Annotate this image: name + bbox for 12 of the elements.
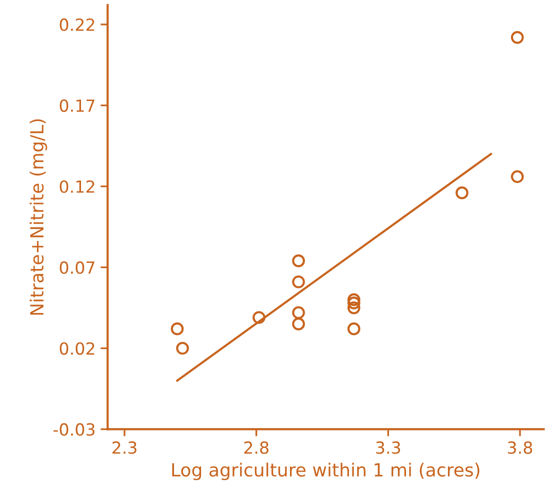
y-tick-label: 0.12 bbox=[60, 180, 94, 193]
y-axis-title: Nitrate+Nitrite (mg/L) bbox=[30, 119, 48, 315]
y-tick-label: 0.22 bbox=[60, 18, 94, 32]
x-axis-title: Log agriculture within 1 mi (acres) bbox=[172, 462, 480, 480]
y-tick-label: 0.02 bbox=[60, 342, 94, 355]
x-tick-label: 2.3 bbox=[112, 441, 136, 454]
y-tick-label: -0.03 bbox=[54, 423, 94, 436]
x-tick-label: 3.8 bbox=[508, 441, 532, 454]
x-tick-label: 2.8 bbox=[244, 441, 268, 454]
y-tick-label: 0.17 bbox=[60, 99, 94, 112]
y-tick-label: 0.07 bbox=[60, 261, 94, 274]
x-tick-label: 3.3 bbox=[376, 441, 400, 454]
